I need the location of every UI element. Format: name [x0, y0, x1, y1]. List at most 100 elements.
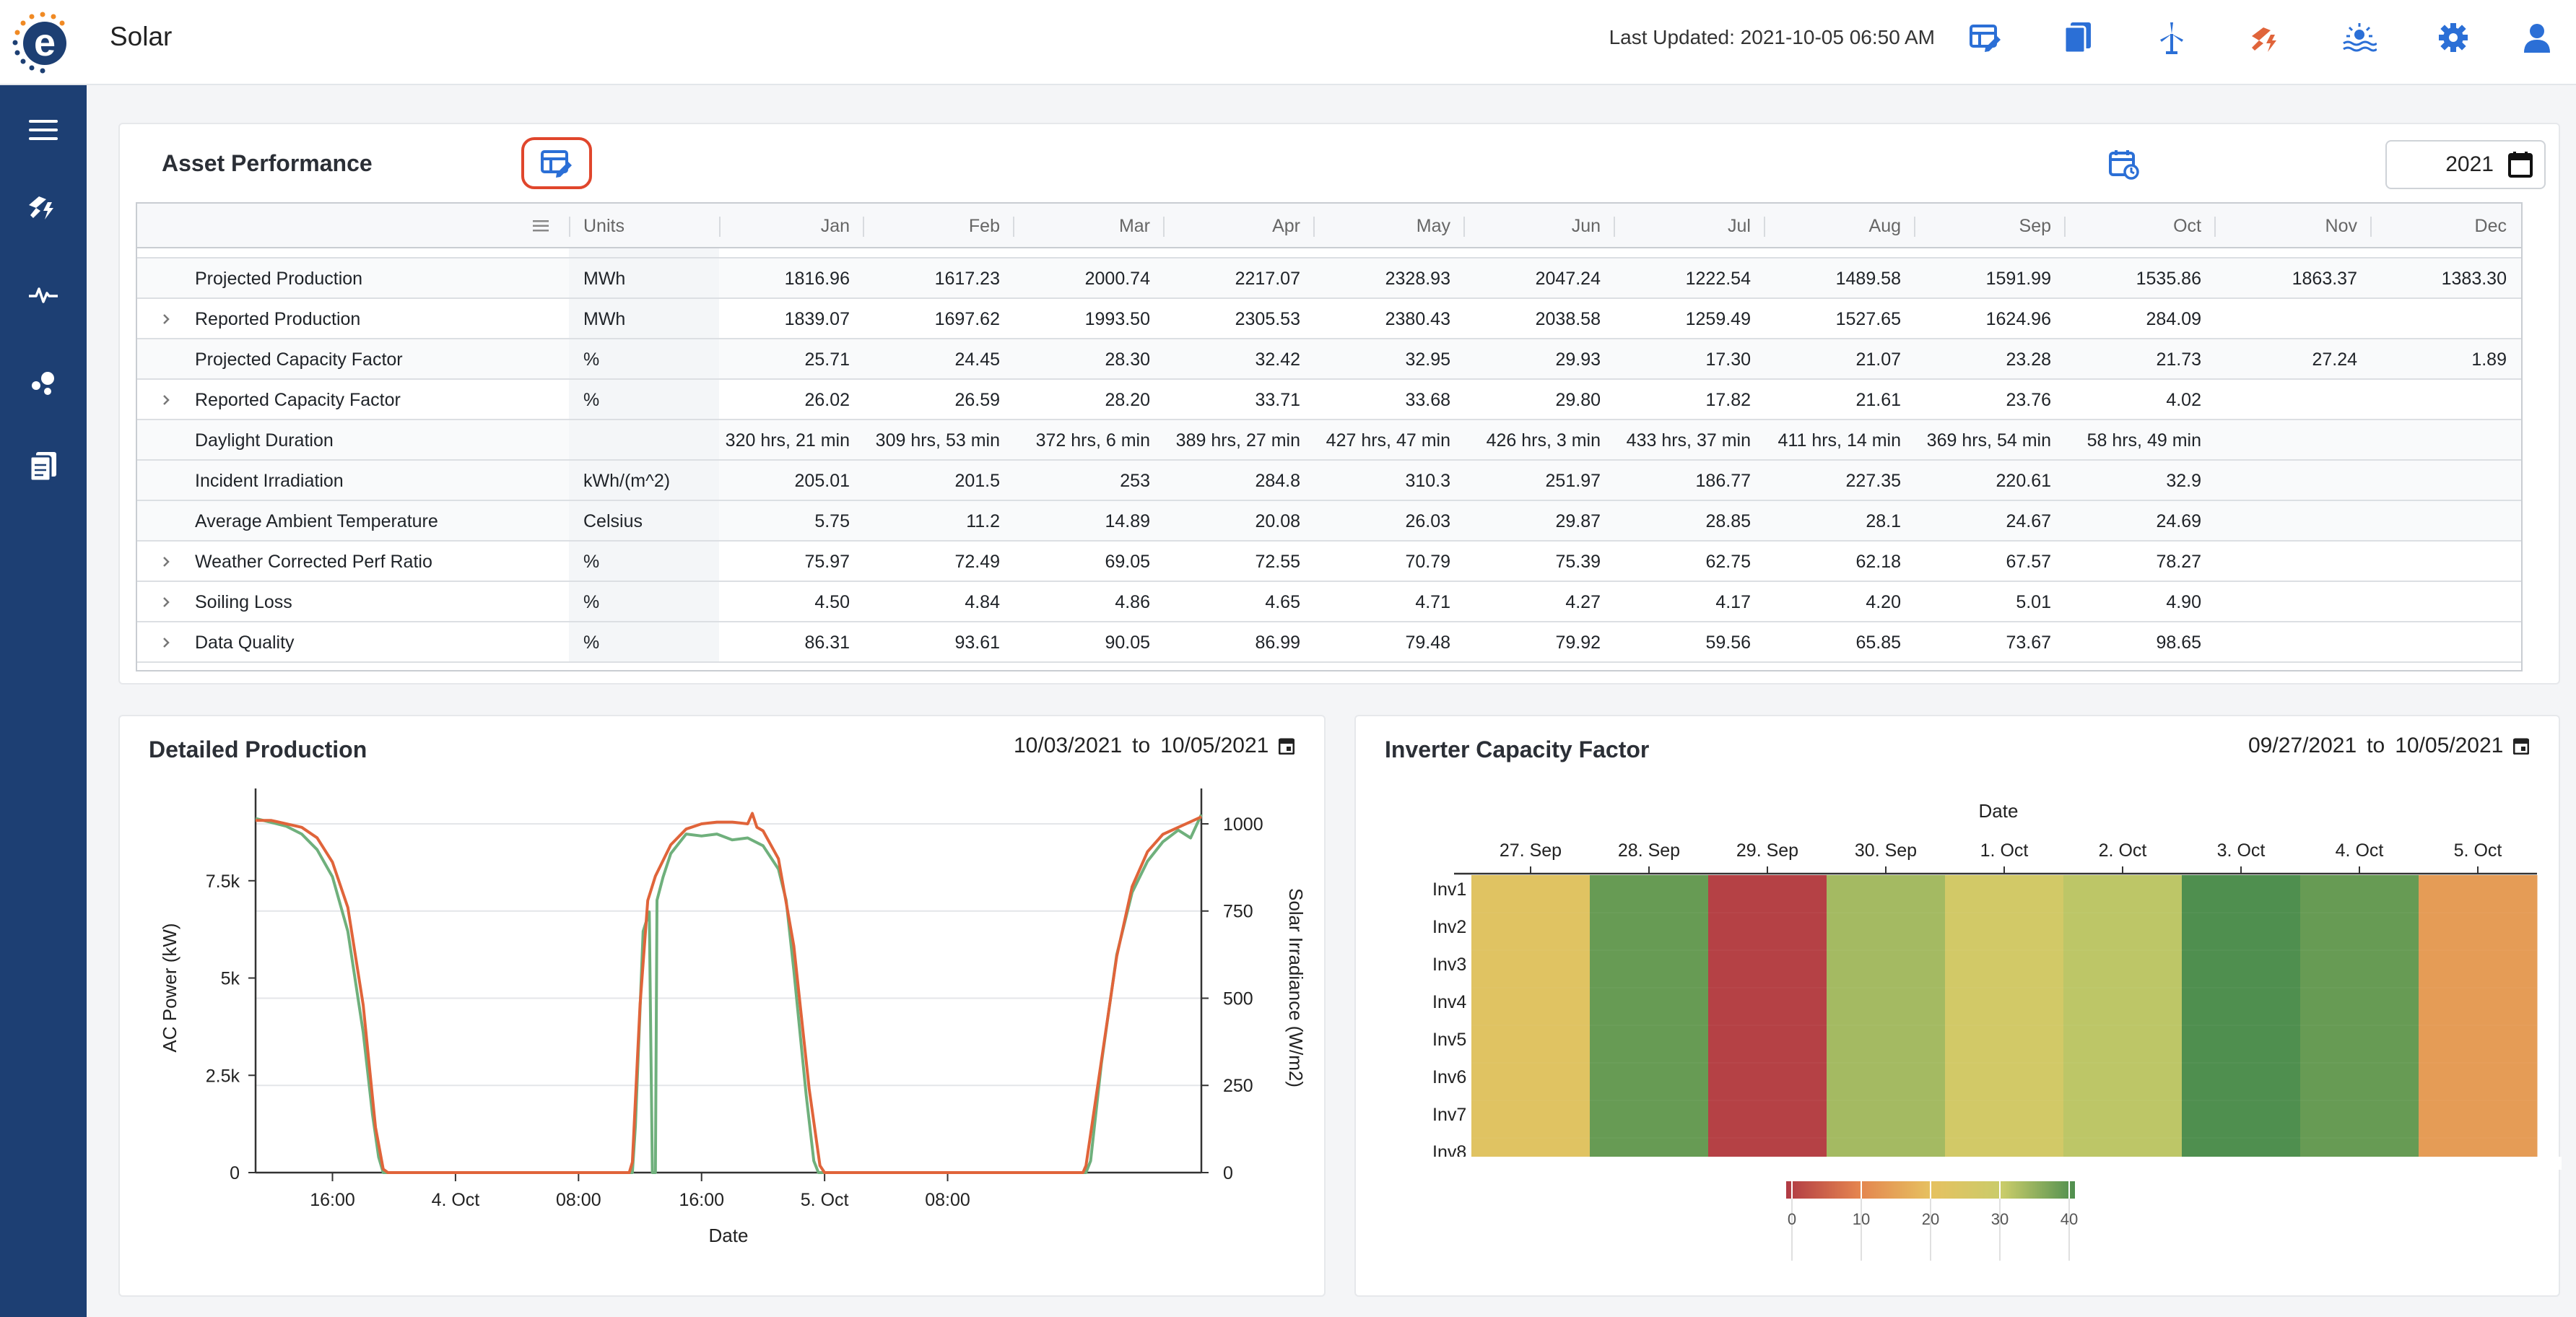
cell-mar: 69.05 — [1105, 552, 1150, 572]
heatmap-cell — [1590, 875, 1709, 1157]
table-row[interactable]: Daylight Duration 320 hrs, 21 min 309 hrs,… — [137, 420, 2521, 461]
sun-over-water-icon[interactable] — [2341, 19, 2378, 56]
column-header-sep[interactable]: Sep — [2019, 216, 2051, 236]
cell-oct: 4.02 — [2166, 390, 2201, 410]
cell-apr: 86.99 — [1255, 633, 1300, 653]
table-row[interactable]: Data Quality% 86.31 93.61 90.05 86.99 79.48 79… — [137, 622, 2521, 663]
solar-alert-icon[interactable] — [2247, 19, 2284, 56]
wind-turbine-icon[interactable] — [2153, 19, 2190, 56]
table-row[interactable]: Incident Irradiation kWh/(m^2) 205.01 201.5… — [137, 461, 2521, 501]
y-axis-label: AC Power (kW) — [159, 923, 180, 1052]
cell-jul: 28.85 — [1705, 511, 1751, 531]
cell-feb: 24.45 — [954, 349, 1000, 370]
y-tick-label: Inv3 — [1432, 955, 1466, 975]
row-units: MWh — [583, 269, 626, 289]
table-row[interactable]: Reported Capacity Factor% 26.02 26.59 28.20… — [137, 380, 2521, 420]
cell-nov — [2206, 622, 2357, 663]
y2-tick-label: 0 — [1223, 1163, 1233, 1183]
cell-oct: 1535.86 — [2136, 269, 2201, 289]
cell-nov — [2206, 582, 2357, 622]
cell-aug: 21.61 — [1855, 390, 1901, 410]
inverter-date-range[interactable]: 09/27/2021 to 10/05/2021 — [2248, 734, 2530, 758]
cell-jan: 205.01 — [794, 471, 850, 491]
table-row[interactable]: Projected Production MWh 1816.96 1617.23 200… — [137, 258, 2521, 299]
column-header-mar[interactable]: Mar — [1118, 216, 1150, 236]
column-header-jul[interactable]: Jul — [1728, 216, 1751, 236]
cell-dec — [2355, 461, 2507, 501]
cell-mar: 4.86 — [1115, 592, 1150, 612]
column-header-jan[interactable]: Jan — [820, 216, 850, 236]
cell-oct: 4.90 — [2166, 592, 2201, 612]
heatmap-cell — [2300, 875, 2419, 1157]
gear-icon[interactable] — [2434, 19, 2472, 56]
cell-apr: 2217.07 — [1235, 269, 1300, 289]
y-tick-label: Inv4 — [1432, 992, 1466, 1012]
calendar-refresh-icon[interactable] — [2105, 146, 2143, 183]
column-header-apr[interactable]: Apr — [1272, 216, 1300, 236]
cell-oct: 78.27 — [2156, 552, 2201, 572]
menu-icon[interactable] — [23, 110, 64, 150]
year-value: 2021 — [2445, 152, 2494, 176]
plot-clip — [1356, 1157, 2562, 1170]
column-header-oct[interactable]: Oct — [2173, 216, 2201, 236]
x-tick-label: 08:00 — [925, 1190, 970, 1210]
cell-jan: 4.50 — [814, 592, 850, 612]
date-to: 10/05/2021 — [1160, 734, 1269, 757]
table-row[interactable]: Average Ambient Temperature Celsius 5.75 11… — [137, 501, 2521, 542]
table-row[interactable]: Soiling Loss% 4.50 4.84 4.86 4.65 4.71 4.27 4.1… — [137, 582, 2521, 622]
cell-feb: 1697.62 — [934, 309, 1000, 329]
column-header-feb[interactable]: Feb — [968, 216, 1000, 236]
pulse-icon[interactable] — [23, 274, 64, 315]
column-header-units[interactable]: Units — [583, 216, 625, 236]
table-row[interactable]: Reported Production MWh 1839.07 1697.62 1993… — [137, 299, 2521, 339]
column-header-may[interactable]: May — [1416, 216, 1450, 236]
user-icon[interactable] — [2518, 19, 2556, 56]
cell-jul: 186.77 — [1695, 471, 1751, 491]
y-tick-label: 7.5k — [206, 872, 240, 892]
table-row[interactable]: Weather Corrected Perf Ratio% 75.97 72.49 6… — [137, 542, 2521, 582]
cell-nov — [2206, 299, 2357, 339]
table-edit-icon[interactable] — [1967, 19, 2004, 56]
cell-may: 2380.43 — [1385, 309, 1450, 329]
row-label: Reported Capacity Factor — [195, 390, 401, 410]
detailed-production-chart: 0 2.5k 5k 7.5k 0 250 500 750 1000 16:00 4. Oct 08:0… — [159, 788, 1307, 1246]
y-tick-label: 2.5k — [206, 1066, 240, 1086]
chevron-right-icon[interactable] — [159, 312, 173, 326]
x-axis-label: Date — [709, 1225, 749, 1246]
cell-jan: 320 hrs, 21 min — [725, 430, 850, 451]
column-header-aug[interactable]: Aug — [1868, 216, 1901, 236]
chevron-right-icon[interactable] — [159, 393, 173, 407]
documents-icon[interactable] — [2059, 19, 2097, 56]
production-date-range[interactable]: 10/03/2021 to 10/05/2021 — [1014, 734, 1295, 758]
year-picker[interactable]: 2021 — [2385, 140, 2546, 189]
cell-may: 32.95 — [1405, 349, 1450, 370]
cell-dec — [2355, 380, 2507, 420]
cell-apr: 389 hrs, 27 min — [1175, 430, 1300, 451]
cell-feb: 4.84 — [965, 592, 1000, 612]
cell-mar: 1993.50 — [1084, 309, 1150, 329]
row-units: % — [583, 633, 600, 653]
cell-oct: 21.73 — [2156, 349, 2201, 370]
chevron-right-icon[interactable] — [159, 555, 173, 569]
column-header-nov[interactable]: Nov — [2325, 216, 2357, 236]
asset-performance-card: Asset Performance 2021 Units Jan Feb Mar Apr… — [118, 123, 2560, 684]
app-title: Solar — [110, 22, 173, 51]
cell-may: 427 hrs, 47 min — [1326, 430, 1450, 451]
cell-oct: 284.09 — [2146, 309, 2201, 329]
column-header-jun[interactable]: Jun — [1571, 216, 1601, 236]
cell-feb: 26.59 — [954, 390, 1000, 410]
row-label: Soiling Loss — [195, 592, 292, 612]
cluster-icon[interactable] — [23, 362, 64, 403]
chevron-right-icon[interactable] — [159, 635, 173, 650]
column-menu-icon[interactable] — [533, 220, 549, 232]
row-label: Daylight Duration — [195, 430, 334, 451]
chevron-right-icon[interactable] — [159, 595, 173, 609]
reports-icon[interactable] — [23, 446, 64, 487]
edit-table-button[interactable] — [521, 137, 592, 189]
solar-power-icon[interactable] — [23, 186, 64, 227]
cell-dec — [2355, 582, 2507, 622]
cell-dec: 1383.30 — [2441, 269, 2507, 289]
table-row[interactable]: Projected Capacity Factor% 25.71 24.45 28.3… — [137, 339, 2521, 380]
column-header-dec[interactable]: Dec — [2474, 216, 2507, 236]
row-units: kWh/(m^2) — [583, 471, 671, 491]
